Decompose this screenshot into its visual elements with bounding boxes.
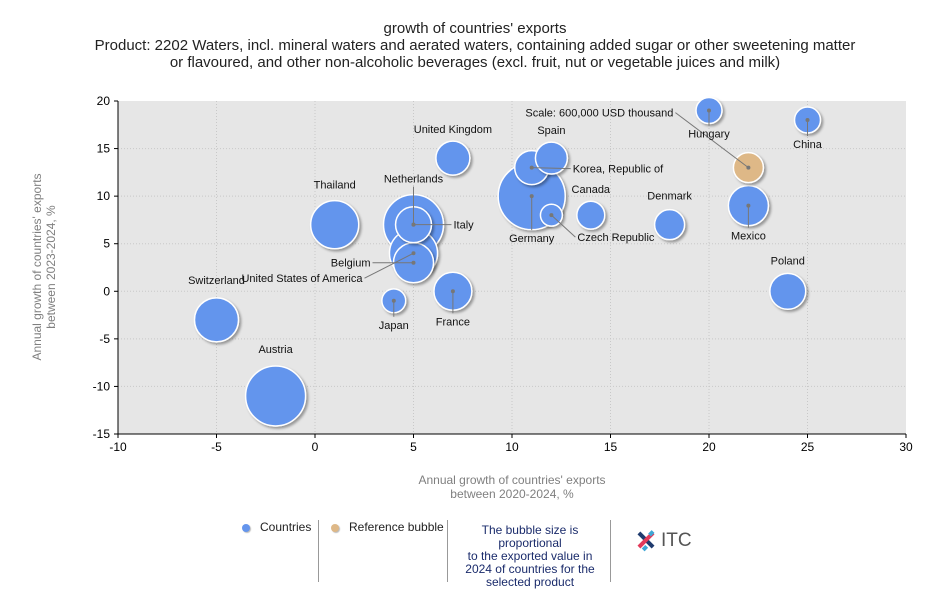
country-bubble [193, 297, 240, 343]
country-label: Hungary [688, 129, 730, 141]
x-tick-label: -10 [109, 440, 127, 454]
legend-reference[interactable]: Reference bubble [331, 520, 444, 534]
note-line: The bubble size is proportional [481, 523, 579, 550]
reference-bubble-label: Scale: 600,000 USD thousand [525, 108, 673, 120]
country-label: United States of America [241, 273, 363, 285]
country-label: Czech Republic [577, 232, 655, 244]
chart-subtitle-line-2: or flavoured, and other non-alcoholic be… [169, 54, 781, 71]
country-label: Italy [454, 220, 475, 232]
country-label: United Kingdom [414, 124, 492, 136]
y-tick-label: 20 [97, 94, 111, 108]
country-label: Canada [572, 184, 611, 196]
note-line: 2024 of countries for the [465, 562, 595, 576]
country-bubble [244, 365, 307, 427]
x-tick-label: 20 [702, 440, 716, 454]
reference-swatch-icon [331, 523, 339, 532]
country-label: Korea, Republic of [573, 164, 664, 176]
svg-text:ITC: ITC [661, 530, 692, 551]
country-label: Austria [258, 344, 293, 356]
x-tick-label: 15 [604, 440, 618, 454]
legend-divider [610, 520, 611, 582]
country-label: Thailand [314, 180, 356, 192]
country-bubble [435, 140, 471, 176]
x-tick-label: 0 [312, 440, 319, 454]
country-label: Germany [509, 233, 555, 245]
x-axis-label-line-1: Annual growth of countries' exports [418, 473, 605, 487]
legend-countries-label: Countries [260, 520, 312, 534]
y-tick-label: -5 [99, 332, 110, 346]
country-bubble [309, 199, 360, 250]
country-label: Netherlands [384, 174, 444, 186]
x-tick-label: 5 [410, 440, 417, 454]
country-label: China [793, 139, 823, 151]
country-label: Japan [379, 320, 409, 332]
plot-area [118, 101, 906, 434]
y-tick-label: -10 [93, 379, 111, 393]
label-leader-line [531, 167, 571, 170]
note-line: to the exported value in [467, 549, 593, 563]
y-tick-label: 5 [103, 237, 110, 251]
country-label: Belgium [331, 258, 371, 270]
country-label: Denmark [647, 191, 692, 203]
legend-divider [318, 520, 319, 582]
legend-divider [447, 520, 448, 582]
country-bubble [534, 141, 569, 175]
country-label: Mexico [731, 231, 766, 243]
y-axis-label-line-2: between 2023-2024, % [44, 205, 58, 329]
y-tick-label: 10 [97, 189, 111, 203]
country-label: France [436, 316, 470, 328]
x-tick-label: 10 [505, 440, 519, 454]
x-axis-label-line-2: between 2020-2024, % [450, 487, 574, 501]
chart-subtitle-line-1: Product: 2202 Waters, incl. mineral wate… [94, 37, 856, 54]
country-bubble [653, 208, 686, 241]
countries-swatch-icon [242, 523, 250, 532]
x-tick-label: 30 [899, 440, 913, 454]
country-label: Poland [771, 255, 805, 267]
label-leader-line [551, 214, 576, 238]
label-leader-line [364, 252, 414, 279]
itc-logo[interactable]: ITC [634, 527, 704, 558]
legend-countries[interactable]: Countries [242, 520, 311, 534]
y-axis-label-line-1: Annual growth of countries' exports [30, 173, 44, 360]
country-label: Switzerland [188, 275, 245, 287]
y-tick-label: 15 [97, 142, 111, 156]
label-leader-line [675, 112, 749, 168]
country-bubble [576, 200, 606, 230]
country-bubble [769, 272, 807, 310]
country-label: Spain [537, 125, 565, 137]
chart-title: growth of countries' exports [383, 20, 567, 37]
legend-note: The bubble size is proportional to the e… [450, 524, 610, 589]
legend-reference-label: Reference bubble [349, 520, 444, 534]
x-tick-label: -5 [211, 440, 222, 454]
x-tick-label: 25 [801, 440, 815, 454]
y-tick-label: 0 [103, 284, 110, 298]
note-line: selected product [485, 575, 575, 589]
y-tick-label: -15 [93, 427, 111, 441]
